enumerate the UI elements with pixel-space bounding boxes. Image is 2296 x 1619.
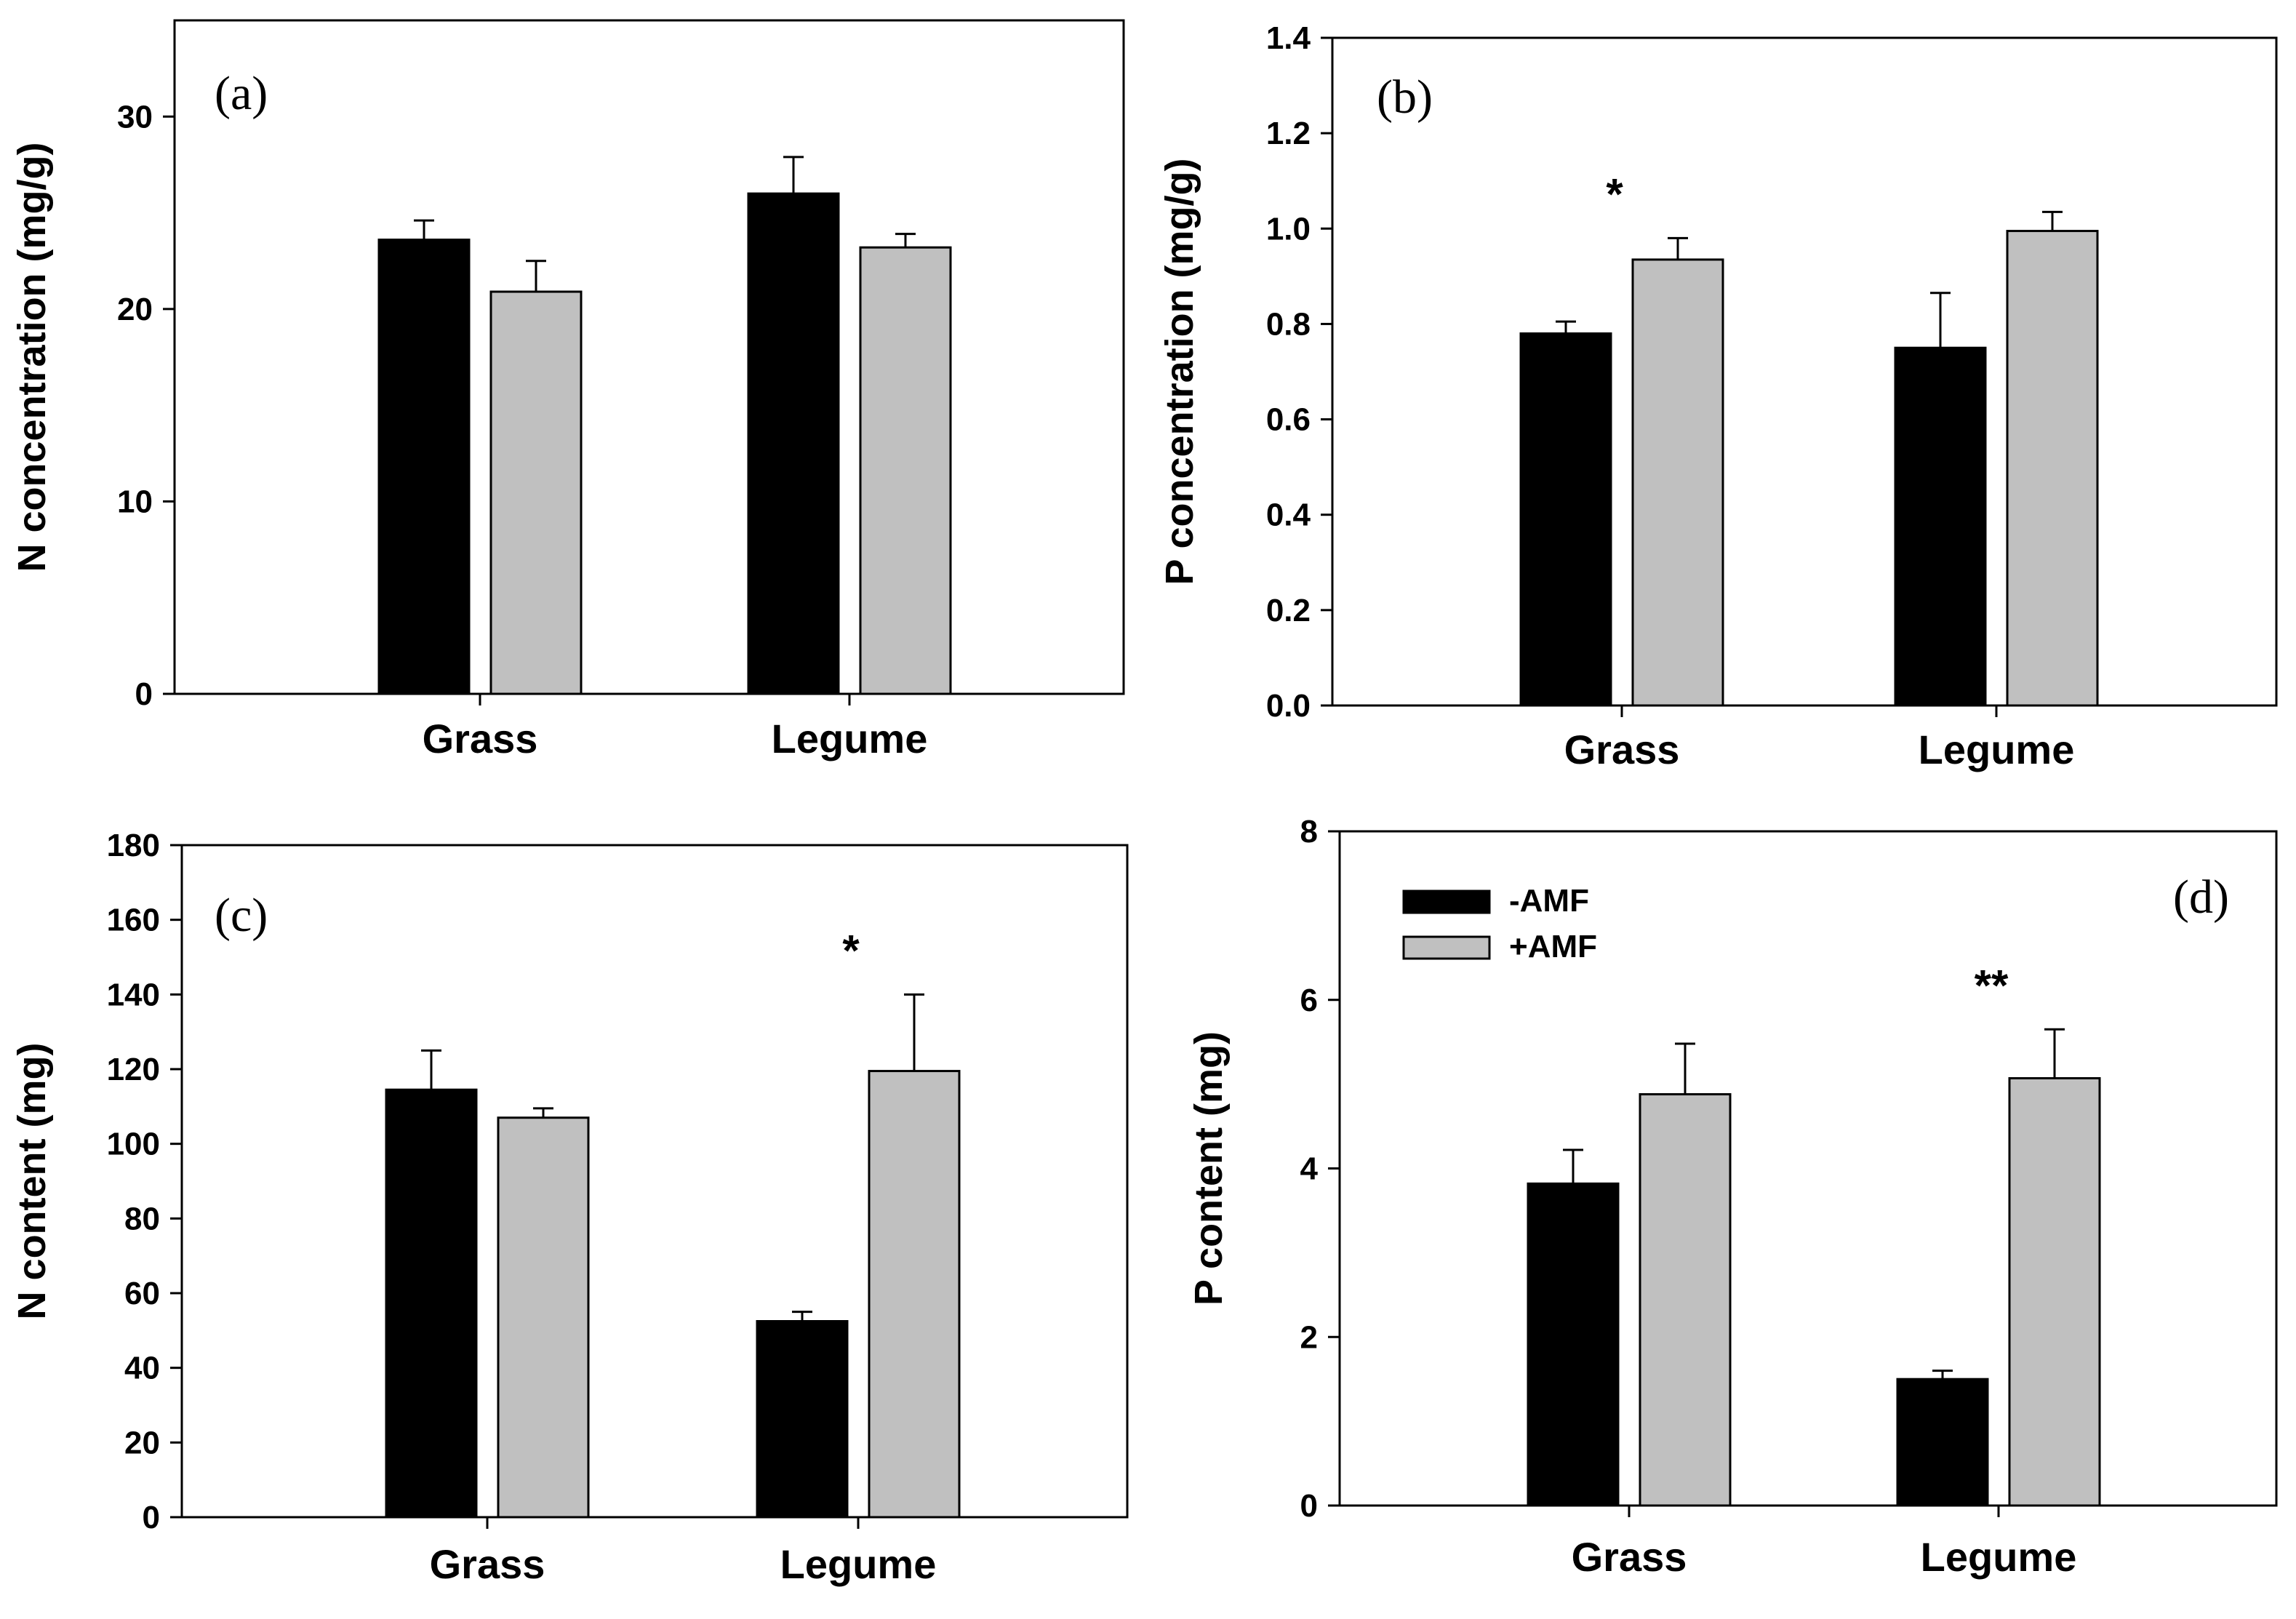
- x-tick-label: Grass: [1572, 1534, 1687, 1580]
- y-tick-label: 120: [107, 1052, 160, 1087]
- y-tick-label: 6: [1300, 983, 1318, 1018]
- y-tick-label: 0: [143, 1500, 160, 1535]
- y-tick-label: 0.8: [1266, 306, 1311, 342]
- x-tick-label: Grass: [1564, 727, 1680, 772]
- significance-marker: *: [842, 926, 860, 975]
- x-tick-label: Grass: [423, 716, 538, 761]
- plot-frame: [180, 844, 1129, 1519]
- legend-swatch: [1402, 935, 1491, 960]
- y-axis-label: P concentration (mg/g): [1158, 158, 1201, 585]
- bar-minus-amf-legume: [1894, 346, 1987, 707]
- y-tick-label: 80: [124, 1201, 160, 1236]
- panel-label: (d): [2173, 871, 2229, 924]
- legend-swatch: [1402, 890, 1491, 914]
- plot-frame: [173, 19, 1125, 695]
- y-tick-label: 1.0: [1266, 211, 1311, 247]
- y-tick-label: 20: [117, 292, 153, 327]
- legend-label: +AMF: [1509, 929, 1597, 964]
- x-tick-label: Legume: [780, 1541, 937, 1587]
- x-tick-label: Legume: [772, 716, 928, 761]
- y-axis-label: P content (mg): [1187, 1031, 1231, 1306]
- plot-frame: [1331, 36, 2278, 707]
- bar-minus-amf-legume: [1896, 1378, 1989, 1507]
- x-tick-label: Legume: [1919, 727, 2075, 772]
- y-tick-label: 180: [107, 828, 160, 863]
- bar-minus-amf-grass: [377, 239, 471, 695]
- bar-plus-amf-grass: [497, 1116, 590, 1519]
- y-tick-label: 0.4: [1266, 497, 1311, 533]
- y-tick-label: 2: [1300, 1319, 1318, 1355]
- y-tick-label: 0.0: [1266, 688, 1311, 724]
- significance-marker: *: [1606, 169, 1623, 218]
- bar-minus-amf-grass: [1527, 1182, 1620, 1507]
- legend: -AMF +AMF: [1402, 883, 1597, 964]
- bar-minus-amf-grass: [385, 1088, 478, 1519]
- panel-label: (c): [215, 889, 268, 942]
- panel-a: 0 10 20 30 Grass Legume N concentration (mg/g)…: [10, 19, 1125, 761]
- bar-plus-amf-grass: [1631, 258, 1724, 707]
- y-tick-label: 10: [117, 484, 153, 519]
- y-tick-label: 140: [107, 977, 160, 1012]
- bar-plus-amf-legume: [859, 246, 952, 695]
- y-tick-label: 40: [124, 1351, 160, 1386]
- bar-plus-amf-legume: [868, 1070, 961, 1519]
- y-tick-label: 0: [1300, 1488, 1318, 1524]
- bar-minus-amf-grass: [1519, 332, 1612, 707]
- y-tick-label: 60: [124, 1276, 160, 1311]
- y-axis-label: N content (mg): [10, 1043, 54, 1320]
- bar-plus-amf-legume: [2006, 230, 2099, 707]
- y-tick-label: 1.2: [1266, 116, 1311, 151]
- panel-c: 0 20 40 60 80 100 120 140 160 180 Grass Legume N con…: [10, 828, 1129, 1587]
- x-tick-label: Grass: [430, 1541, 545, 1587]
- bar-minus-amf-legume: [756, 1320, 849, 1519]
- y-tick-label: 8: [1300, 814, 1318, 850]
- y-tick-label: 160: [107, 903, 160, 938]
- panel-b: 0.0 0.2 0.4 0.6 0.8 1.0 1.2 1.4 Grass Legume P con…: [1158, 20, 2278, 772]
- y-tick-label: 0.6: [1266, 402, 1311, 438]
- x-tick-label: Legume: [1921, 1534, 2077, 1580]
- y-axis-label: N concentration (mg/g): [10, 143, 54, 572]
- bar-plus-amf-legume: [2008, 1077, 2101, 1507]
- significance-marker: **: [1975, 961, 2009, 1010]
- panel-d: 0 2 4 6 8 Grass Legume P content (mg) (d) ** -AMF +…: [1187, 814, 2278, 1580]
- bar-minus-amf-legume: [747, 192, 840, 695]
- y-tick-label: 100: [107, 1127, 160, 1162]
- bar-plus-amf-grass: [1639, 1093, 1732, 1507]
- panel-label: (b): [1377, 71, 1433, 124]
- y-tick-label: 0: [135, 676, 153, 712]
- y-tick-label: 1.4: [1266, 20, 1311, 56]
- bar-plus-amf-grass: [489, 290, 583, 695]
- y-tick-label: 30: [117, 99, 153, 135]
- y-tick-label: 0.2: [1266, 593, 1311, 628]
- legend-label: -AMF: [1509, 883, 1589, 919]
- y-tick-label: 20: [124, 1425, 160, 1460]
- y-tick-label: 4: [1300, 1151, 1319, 1187]
- plot-frame: [1338, 830, 2278, 1507]
- panel-label: (a): [215, 67, 268, 120]
